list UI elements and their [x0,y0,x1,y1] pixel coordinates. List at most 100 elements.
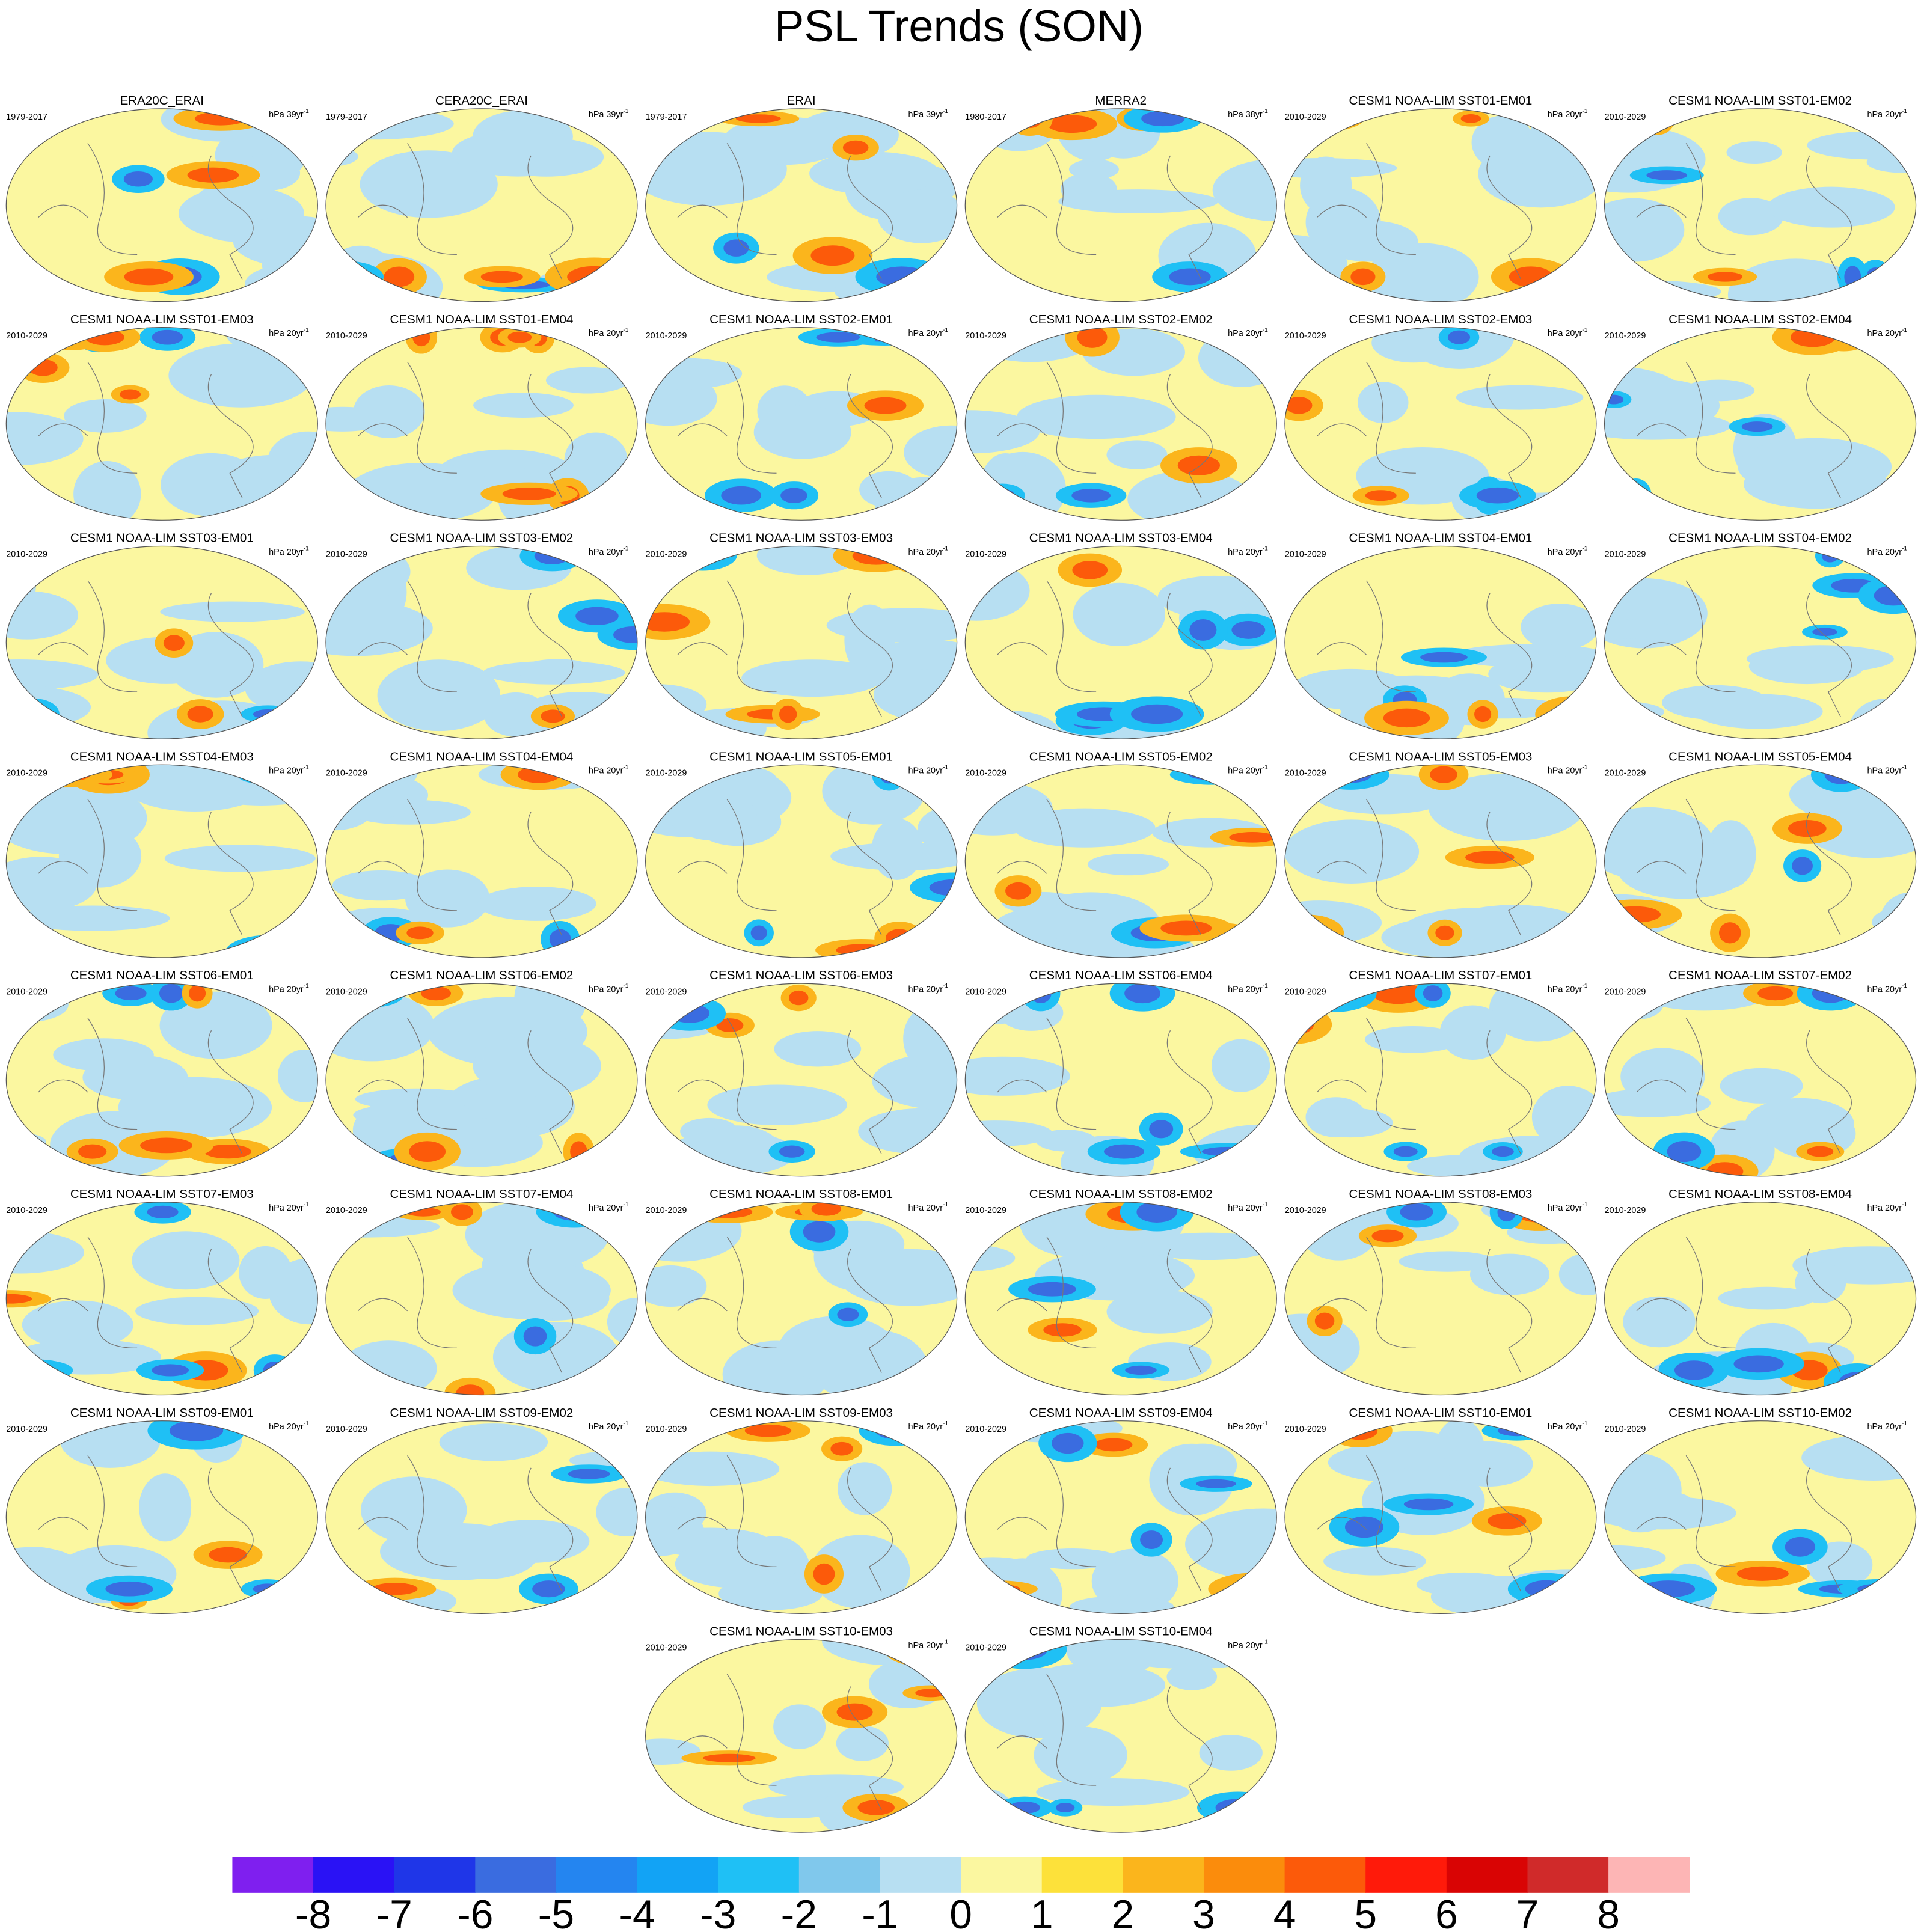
units-exponent: -1 [304,764,309,771]
map-field [519,546,585,572]
map-field [233,216,318,267]
panel-title: CESM1 NOAA-LIM SST08-EM02 [1029,1187,1213,1201]
map-field [1026,1548,1119,1570]
colorbar-tick-label: -8 [295,1892,331,1932]
panel-units: hPa 20yr-1 [1867,764,1907,775]
map [1284,765,1596,958]
panel-units: hPa 20yr-1 [589,327,629,338]
map-field [1180,1143,1277,1160]
units-text: hPa 20yr [589,1422,624,1432]
units-exponent: -1 [1263,545,1268,552]
coastline [1316,361,1533,498]
panel-period: 2010-2029 [1605,987,1646,997]
panel-period: 2010-2029 [6,1206,47,1215]
map-field [1149,1120,1174,1139]
map [645,983,957,1176]
map-field [1622,1145,1640,1158]
map-field [1707,272,1743,282]
map-field [435,1529,538,1579]
map-field [877,189,957,243]
panel-period: 2010-2029 [6,768,47,778]
units-text: hPa 20yr [589,1203,624,1213]
panel-title: CESM1 NOAA-LIM SST03-EM02 [390,531,574,545]
map-field [353,385,425,438]
map-field [1637,983,1771,1011]
panel-title: CESM1 NOAA-LIM SST04-EM03 [70,750,254,763]
map-field [168,632,264,698]
map-field [60,944,91,958]
map-field [1185,1508,1277,1580]
panel-title: CESM1 NOAA-LIM SST08-EM01 [709,1187,893,1201]
map-field [605,1576,637,1609]
map-field [965,1788,1016,1833]
map-field [1727,258,1863,302]
panel-units: hPa 20yr-1 [1228,327,1268,338]
panel-units: hPa 20yr-1 [1548,327,1588,338]
coastline [1636,1455,1852,1592]
map-field [64,399,147,433]
colorbar-tick-label: 0 [949,1892,972,1932]
map-border [964,764,1277,958]
map-field [152,329,183,345]
map-field [1443,1441,1533,1487]
map [1284,108,1596,302]
panel-units: hPa 20yr-1 [1867,983,1907,994]
map-field [1604,1585,1638,1598]
map-field [681,1202,773,1223]
map-field [452,130,584,177]
map-field [1839,1372,1876,1393]
panel-period: 2010-2029 [1285,1206,1326,1215]
map-field [187,706,213,723]
map [1284,546,1596,739]
units-text: hPa 39yr [269,110,304,120]
map-field [1874,585,1913,606]
panel-title: CESM1 NOAA-LIM SST10-EM03 [709,1625,893,1639]
map-border [964,545,1277,739]
map-field [135,1297,259,1325]
map-field [1400,1203,1433,1221]
map-field [1017,394,1176,439]
map-field [1658,332,1676,342]
map-border [964,1202,1277,1396]
coastline [38,143,254,280]
map-field [1748,648,1864,685]
coastline [38,1455,254,1592]
map-field [736,114,781,123]
map-field [1733,1355,1784,1373]
panel-title: CESM1 NOAA-LIM SST06-EM04 [1029,968,1213,982]
map-field [325,146,358,167]
map-field [132,1231,240,1290]
panel-period: 2010-2029 [646,331,687,341]
panel-title: ERAI [787,94,816,108]
map-field [1308,1108,1393,1138]
units-exponent: -1 [304,108,309,115]
coastline [1316,580,1533,717]
map-field [545,257,637,296]
map-field [502,488,556,500]
units-text: hPa 20yr [269,1203,304,1213]
map-field [723,117,847,165]
map-field [876,266,928,287]
map-field [1028,1282,1077,1297]
map-field [456,1384,485,1395]
map-field [325,267,365,286]
units-text: hPa 20yr [908,1203,943,1213]
panel-units: hPa 20yr-1 [1228,764,1268,775]
map-field [473,1035,601,1097]
map-field [372,1583,418,1595]
map-field [1350,268,1376,286]
panel-title: CESM1 NOAA-LIM SST01-EM04 [390,313,574,326]
map-field [645,1265,707,1307]
map-field [965,410,1040,454]
map-field [1620,478,1652,513]
panel-units: hPa 20yr-1 [269,1202,309,1213]
map-field [568,1469,610,1479]
map-field [1604,619,1674,640]
map-field [810,1535,910,1609]
colorbar-tick-label: 8 [1597,1892,1620,1932]
panel-title: ERA20C_ERAI [120,94,204,108]
map-field [1157,575,1272,619]
map-field [965,1813,996,1833]
map-field [611,1431,637,1465]
units-text: hPa 20yr [1228,985,1263,994]
